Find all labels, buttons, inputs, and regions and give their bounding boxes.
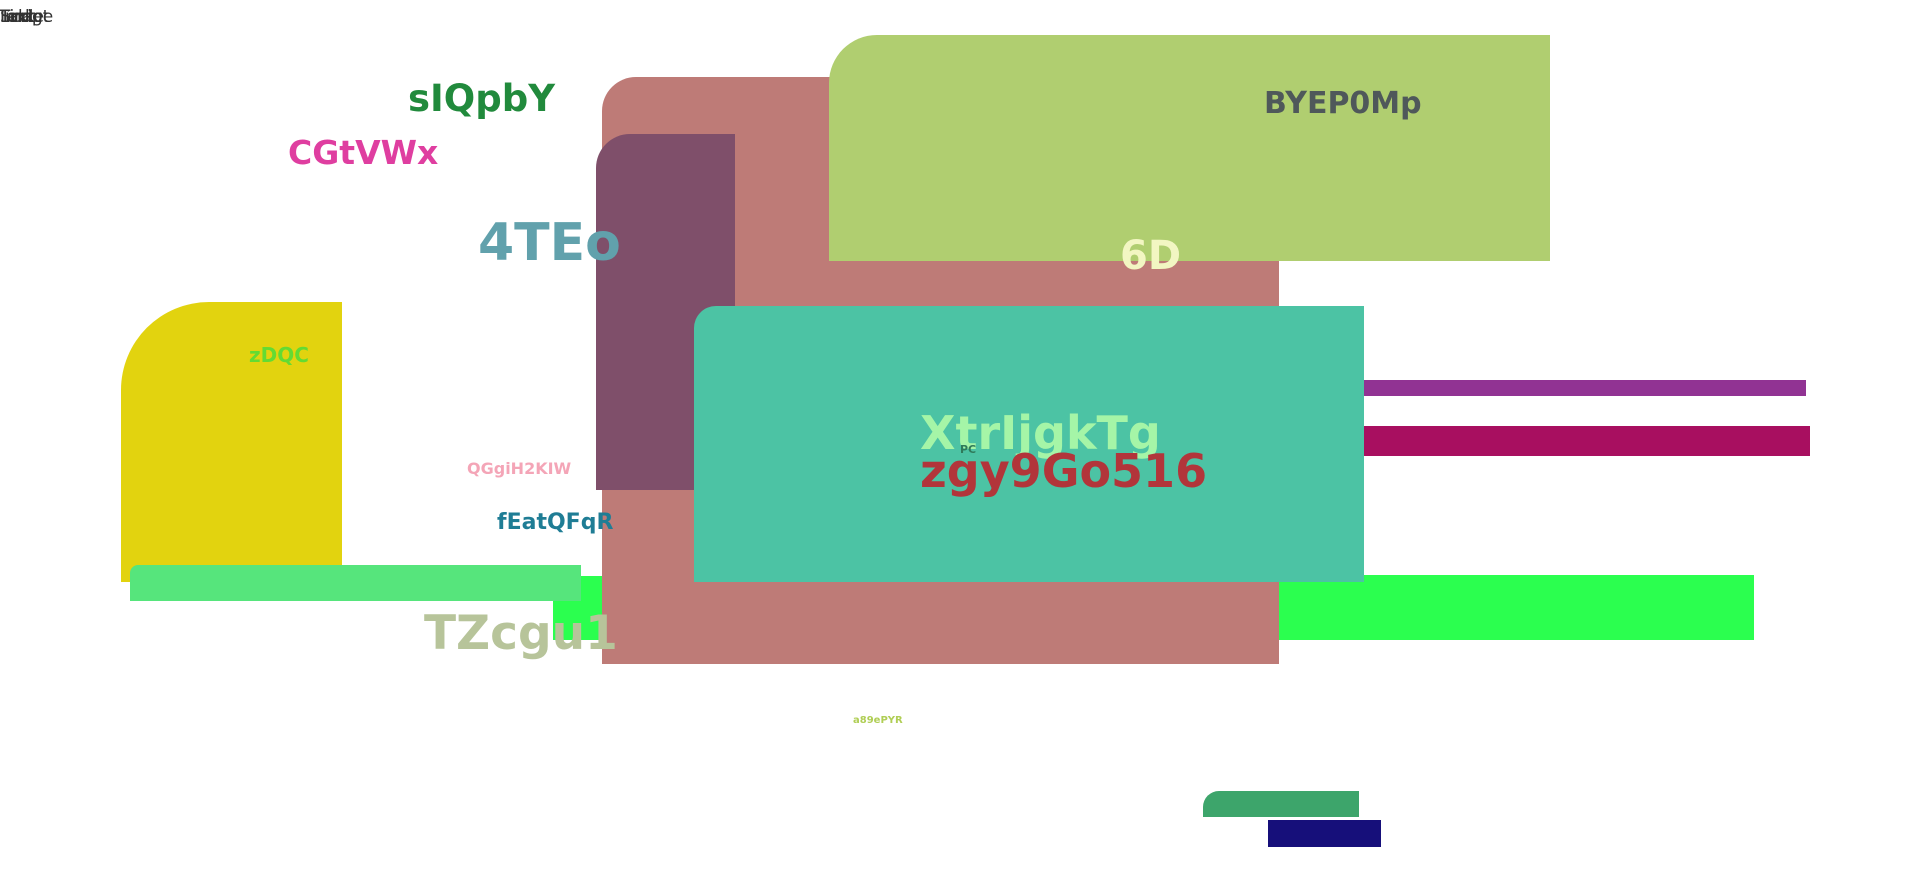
purple-bar	[1364, 380, 1806, 396]
lime-panel	[829, 35, 1550, 261]
label-BYEP0Mp: BYEP0Mp	[1264, 86, 1422, 121]
label-fEatQFqR: fEatQFqR	[497, 510, 614, 535]
top-text-4: Link	[0, 7, 35, 27]
label-TZcgu1: TZcgu1	[424, 606, 618, 661]
top-text-1: Text	[0, 7, 35, 27]
label-a89ePYR: a89ePYR	[853, 715, 903, 726]
magenta-bar	[1364, 426, 1810, 456]
label-QGgiH2KIW: QGgiH2KIW	[467, 459, 572, 478]
label-zgy9Go516: zgy9Go516	[920, 444, 1208, 498]
top-text-2: Script	[0, 7, 50, 27]
top-text-3: Image	[0, 7, 54, 27]
green-bar-left	[130, 565, 581, 601]
forest-button[interactable]	[1203, 791, 1359, 817]
label-XtrIjgkTg: XtrIjgkTg	[920, 406, 1161, 460]
top-text-5: Table	[0, 7, 44, 27]
label-4TEo: 4TEo	[478, 213, 621, 273]
teal-panel	[694, 306, 1364, 582]
label-CGtVWx: CGtVWx	[288, 133, 439, 172]
green-block-right	[1279, 575, 1754, 640]
label-PC: PC	[960, 443, 977, 456]
label-zDQC: zDQC	[249, 343, 309, 367]
label-sIQpbY: sIQpbY	[408, 77, 556, 120]
label-6D: 6D	[1120, 233, 1182, 279]
yellow-panel	[121, 302, 342, 582]
navy-button[interactable]	[1268, 820, 1381, 847]
